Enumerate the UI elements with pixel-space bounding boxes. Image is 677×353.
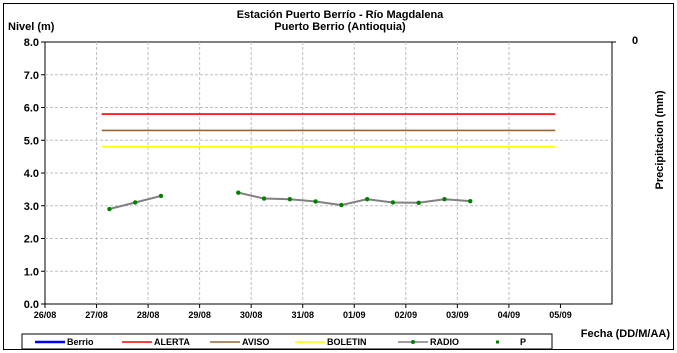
y-tick-label: 7.0 [24, 70, 39, 82]
x-tick-label: 03/09 [446, 310, 469, 320]
data-point-radio [287, 197, 293, 202]
x-tick-label: 31/08 [291, 310, 314, 320]
data-point-radio [158, 193, 164, 199]
x-tick-label: 01/09 [343, 310, 366, 320]
y-tick-label: 5.0 [24, 135, 39, 147]
data-point-radio [364, 197, 370, 202]
y-tick-label: 4.0 [24, 168, 39, 180]
legend-label-radio: RADIO [430, 337, 459, 347]
data-point-radio [133, 200, 138, 205]
data-point-radio [416, 200, 421, 206]
x-tick-label: 26/08 [34, 310, 57, 320]
data-point-radio [313, 199, 318, 204]
data-point-radio [339, 202, 344, 208]
y-tick-label: 0.0 [24, 299, 39, 311]
y-tick-label: 1.0 [24, 266, 39, 278]
chart-title: Estación Puerto Berrío - Río Magdalena [237, 9, 444, 21]
legend-label-boletin: BOLETIN [327, 337, 367, 347]
legend-label-aviso: AVISO [242, 337, 269, 347]
y2-axis-label: Precipitacion (mm) [654, 90, 666, 189]
legend-label-berrio: Berrio [67, 337, 94, 347]
y-tick-label: 8.0 [24, 37, 39, 49]
x-tick-labels: 26/08 27/08 28/08 29/08 30/08 31/08 01/09 02/09… [34, 304, 572, 320]
data-point-radio [468, 198, 473, 204]
x-tick-label: 28/08 [137, 310, 160, 320]
series-line-radio [238, 191, 471, 207]
legend-label-alerta: ALERTA [154, 337, 190, 347]
chart-subtitle: Puerto Berrio (Antioquia) [274, 21, 406, 33]
x-tick-label: 05/09 [549, 310, 572, 320]
y-tick-labels: 0.0 1.0 2.0 3.0 4.0 5.0 6.0 7.0 8.0 [24, 37, 45, 311]
legend-marker-radio [411, 340, 415, 344]
x-axis-label: Fecha (DD/M/AA) [581, 328, 671, 340]
y2-tick-labels: 0 [612, 35, 638, 47]
legend-label-p: P [520, 337, 526, 347]
x-tick-label: 30/08 [240, 310, 263, 320]
x-tick-label: 29/08 [188, 310, 211, 320]
gridlines [45, 42, 612, 304]
x-tick-label: 02/09 [395, 310, 418, 320]
y-tick-label: 3.0 [24, 201, 39, 213]
data-point-radio [390, 200, 396, 205]
legend-items: Berrio ALERTA AVISO BOLETIN RADIO P [35, 337, 526, 347]
data-point-radio [442, 197, 447, 202]
data-point-radio [107, 206, 112, 212]
y-tick-label: 6.0 [24, 103, 39, 115]
x-tick-label: 04/09 [498, 310, 521, 320]
series-layer [101, 113, 556, 212]
data-point-radio [236, 190, 241, 195]
legend [21, 333, 553, 350]
x-tick-label: 27/08 [85, 310, 108, 320]
data-point-radio [261, 196, 267, 201]
y-axis-label: Nivel (m) [8, 21, 55, 33]
y2-tick-label: 0 [632, 35, 638, 47]
y-tick-label: 2.0 [24, 234, 39, 246]
legend-swatch-p [496, 340, 499, 344]
